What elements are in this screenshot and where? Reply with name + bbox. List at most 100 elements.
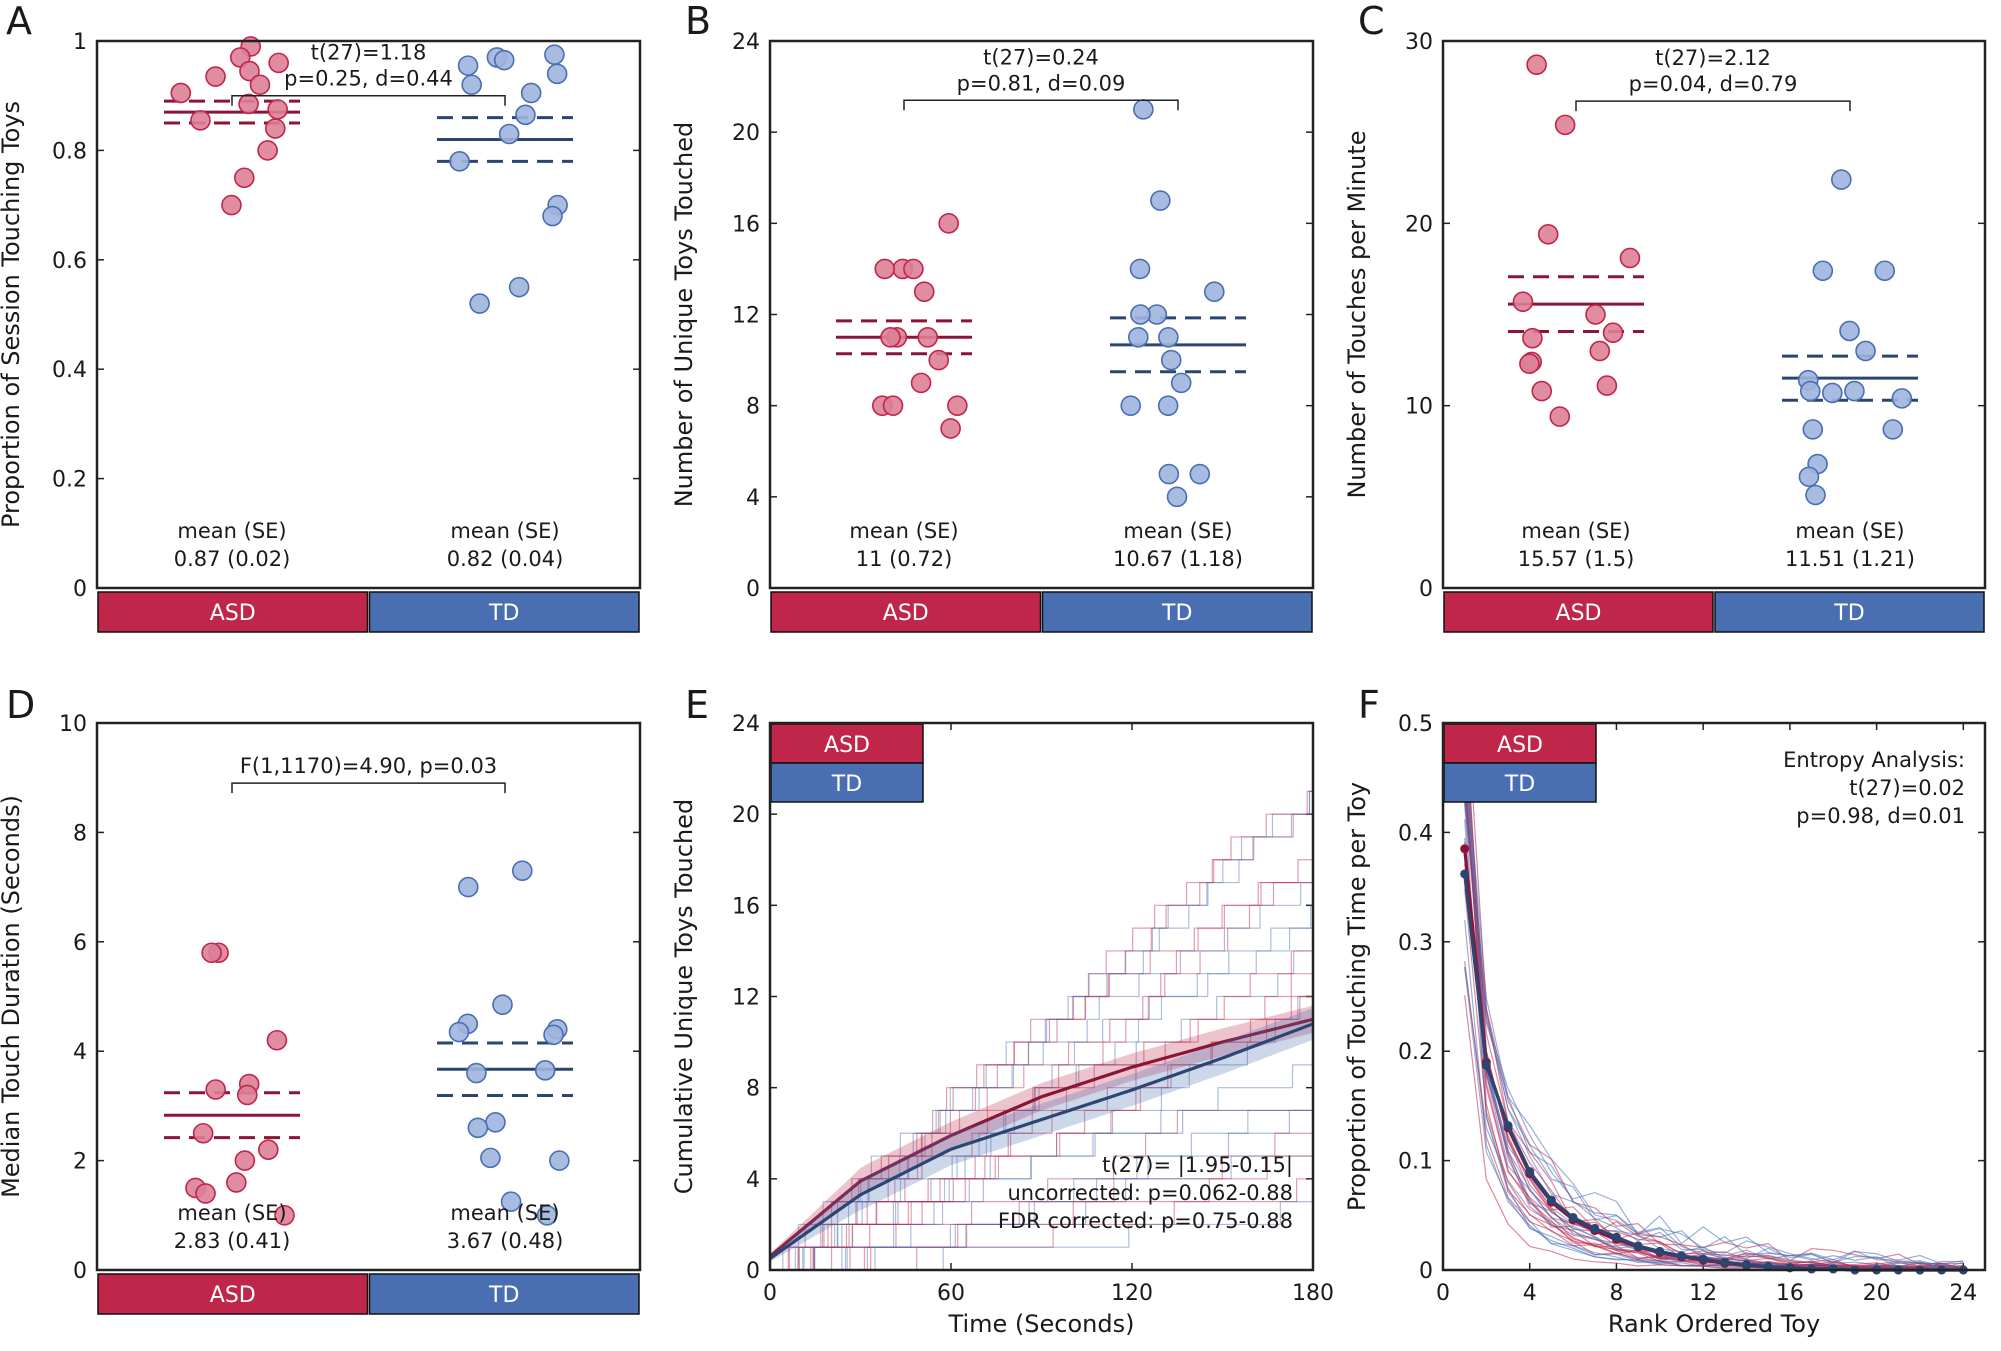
- individual-trace: [1464, 995, 1964, 1270]
- data-point: [903, 258, 924, 280]
- data-point: [457, 55, 479, 76]
- y-tick-label: 4: [746, 1168, 760, 1193]
- data-point: [1170, 372, 1192, 394]
- x-tick-label: 20: [1863, 1281, 1891, 1306]
- stat-annotation: t(27)=0.02: [1849, 776, 1965, 800]
- group-asd: mean (SE) 15.57 (1.5) ASD: [1443, 54, 1714, 633]
- individual-trace: [770, 881, 1313, 1271]
- data-point: [1831, 169, 1852, 190]
- data-point: [1549, 406, 1571, 427]
- mean-line: [768, 1017, 1314, 1258]
- group-bar: [97, 1273, 369, 1315]
- y-axis-label: Proportion of Touching Time per Toy: [1343, 782, 1371, 1211]
- y-tick-label: 0.4: [52, 358, 87, 383]
- panel-letter: D: [6, 683, 35, 727]
- individual-trace: [770, 881, 1313, 1271]
- data-point: [515, 104, 536, 126]
- data-point: [1531, 380, 1553, 402]
- data-point: [192, 1122, 214, 1144]
- data-point: [940, 418, 961, 439]
- data-point: [201, 942, 222, 964]
- data-point: [1554, 114, 1576, 136]
- individual-trace: [1464, 961, 1964, 1270]
- group-td: mean (SE) 0.82 (0.04) TD: [368, 44, 640, 633]
- y-tick-label: 2: [73, 1150, 87, 1175]
- data-point: [238, 93, 259, 115]
- y-tick-label: 0: [73, 1259, 87, 1284]
- y-axis-label: Proportion of Session Touching Toys: [0, 101, 25, 528]
- data-point: [1812, 260, 1834, 282]
- y-tick-label: 20: [732, 121, 760, 146]
- data-point: [170, 82, 192, 104]
- data-point: [882, 395, 904, 416]
- mean-se-value: 15.57 (1.5): [1518, 547, 1635, 571]
- panel-b: B 0 4 8 12 16 20 24 Number of Unique Toys Touche…: [670, 0, 1315, 633]
- group-bar-label: ASD: [210, 601, 256, 626]
- data-point: [1189, 463, 1211, 485]
- data-point: [195, 1183, 216, 1204]
- x-tick-label: 120: [1111, 1281, 1153, 1306]
- data-point: [226, 1172, 247, 1193]
- mean-point: [1503, 1121, 1513, 1131]
- x-axis-label: Time (Seconds): [948, 1310, 1135, 1338]
- group-bar-label: ASD: [883, 601, 929, 626]
- data-point: [1166, 486, 1188, 508]
- data-point: [498, 123, 520, 145]
- data-point: [1802, 419, 1824, 440]
- data-point: [874, 258, 896, 280]
- y-tick-label: 0.6: [52, 249, 87, 274]
- y-tick-label: 10: [1405, 395, 1433, 420]
- panel-e: E 0 4 8 12 16 20 24 Cumulative Unique Toys Touch…: [670, 683, 1334, 1338]
- x-tick-label: 0: [763, 1281, 777, 1306]
- data-point: [536, 1205, 558, 1226]
- mean-se-heading: mean (SE): [1521, 519, 1630, 543]
- individual-trace: [770, 950, 1313, 1271]
- comparison-stat: t(27)=2.12: [1655, 46, 1771, 70]
- data-point: [1805, 484, 1826, 506]
- y-axis-label: Number of Touches per Minute: [1343, 130, 1371, 498]
- data-point: [1158, 326, 1179, 348]
- data-point: [1891, 388, 1913, 409]
- group-td: mean (SE) 10.67 (1.18) TD: [1041, 99, 1313, 633]
- individual-trace: [770, 1109, 1313, 1271]
- group-asd: mean (SE) 11 (0.72) ASD: [770, 213, 1042, 633]
- data-point: [449, 151, 470, 172]
- data-point: [221, 194, 242, 216]
- individual-trace: [770, 790, 1313, 1271]
- y-tick-label: 20: [732, 803, 760, 828]
- data-point: [1522, 327, 1543, 349]
- individual-trace: [770, 1109, 1313, 1271]
- legend-label: ASD: [824, 733, 870, 758]
- data-point: [543, 1024, 564, 1046]
- group-bar-label: TD: [1833, 601, 1864, 626]
- plot-frame: [768, 721, 1315, 1272]
- comparison-bracket: [903, 99, 1179, 111]
- data-point: [239, 60, 260, 82]
- data-point: [910, 372, 932, 394]
- y-tick-label: 0: [73, 577, 87, 602]
- individual-trace: [1464, 920, 1964, 1270]
- individual-trace: [770, 1155, 1313, 1271]
- individual-trace: [770, 950, 1313, 1271]
- individual-trace: [770, 995, 1313, 1271]
- y-tick-label: 12: [732, 304, 760, 329]
- data-point: [249, 74, 271, 96]
- individual-trace: [770, 1109, 1313, 1271]
- mean-se-heading: mean (SE): [450, 519, 559, 543]
- mean-se-value: 0.87 (0.02): [174, 547, 291, 571]
- y-tick-label: 0: [746, 577, 760, 602]
- group-td: mean (SE) 3.67 (0.48) TD: [368, 860, 640, 1315]
- comparison-stat: F(1,1170)=4.90, p=0.03: [240, 754, 497, 778]
- data-point: [1874, 260, 1896, 282]
- y-tick-label: 4: [73, 1040, 87, 1065]
- data-point: [266, 1029, 288, 1051]
- mean-se-heading: mean (SE): [177, 519, 286, 543]
- data-point: [534, 1060, 556, 1081]
- individual-trace: [1464, 752, 1964, 1269]
- mean-point: [1590, 1223, 1600, 1233]
- y-tick-label: 20: [1405, 212, 1433, 237]
- mean-se-heading: mean (SE): [177, 1201, 286, 1225]
- legend-swatch: [770, 723, 924, 764]
- individual-trace: [770, 904, 1313, 1271]
- legend-swatch: [770, 762, 924, 803]
